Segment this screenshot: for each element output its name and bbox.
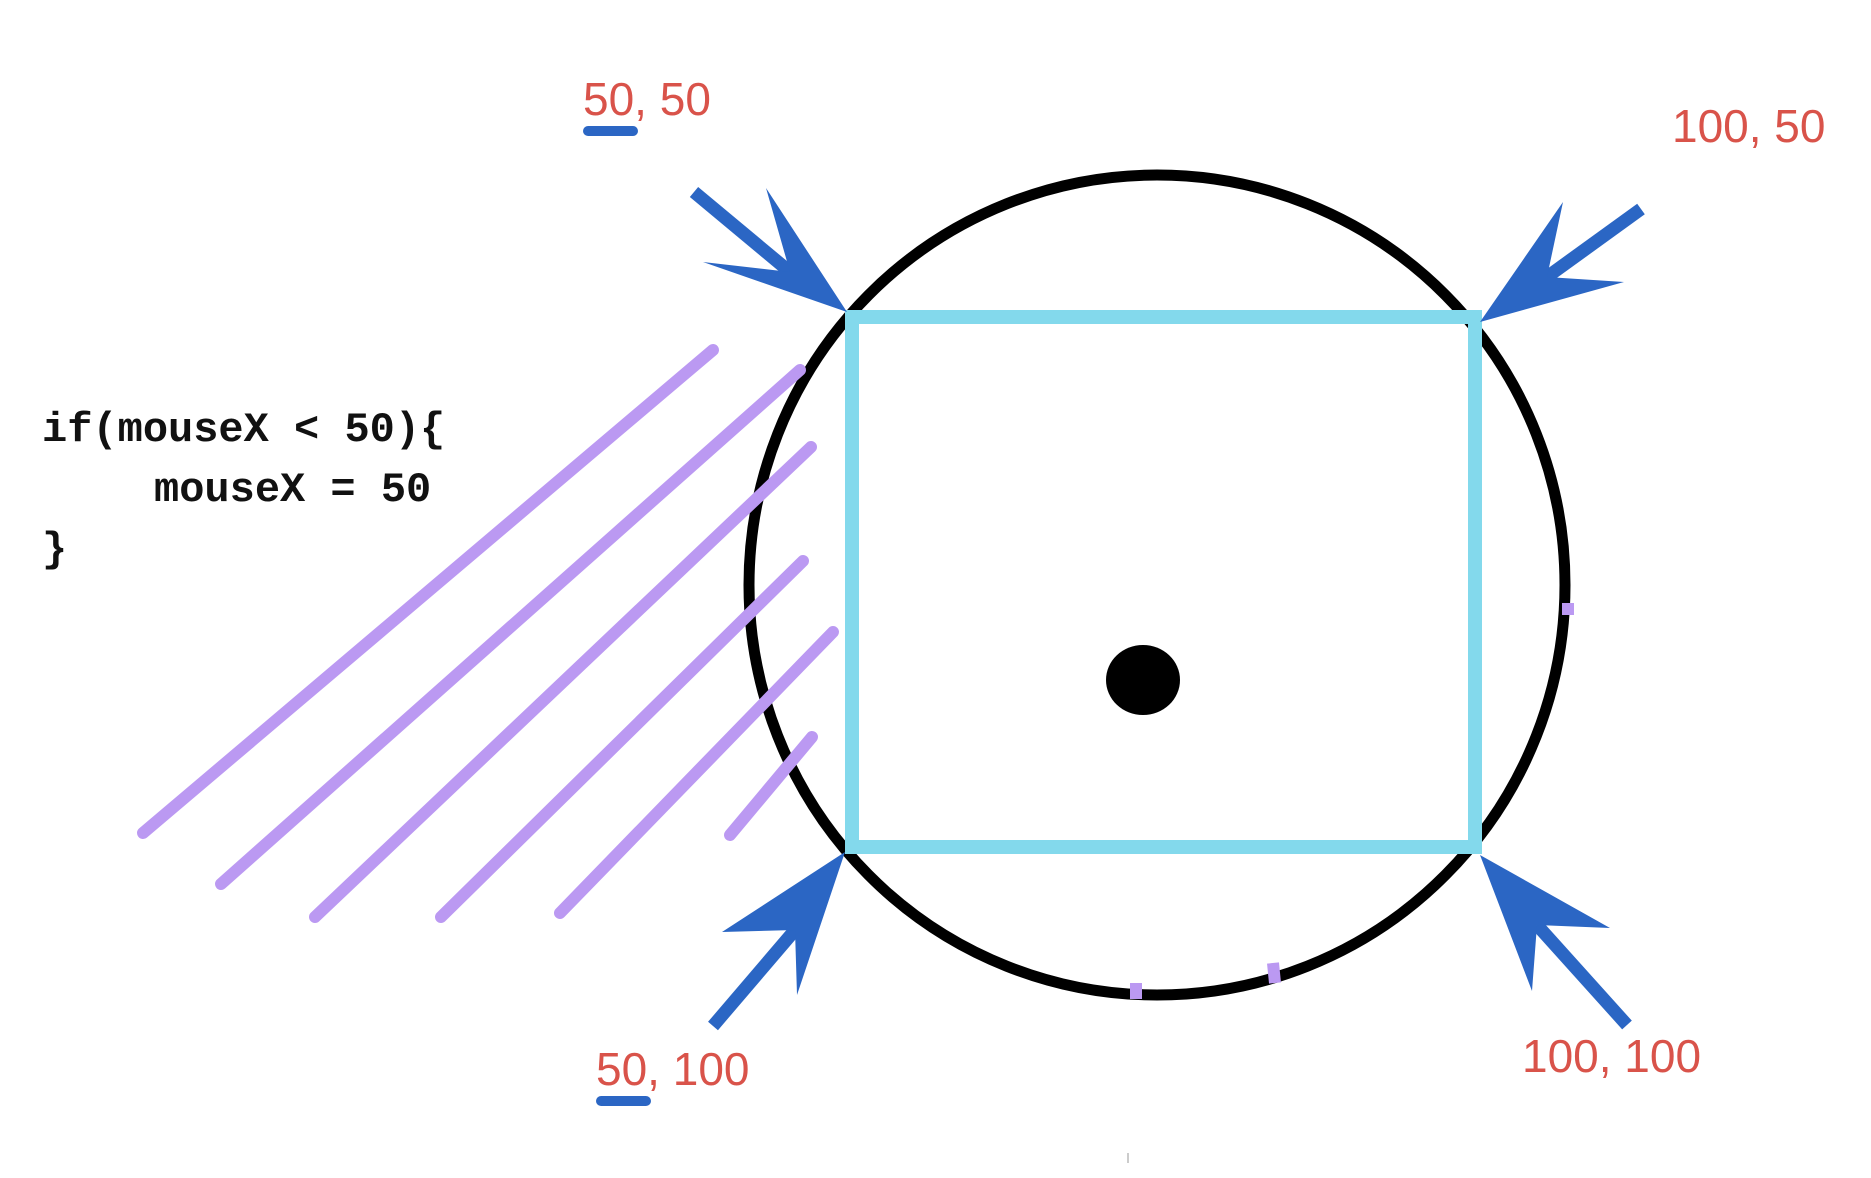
hatch-line [724, 731, 818, 841]
circle-tick-marks [1130, 603, 1574, 999]
arrow-icon [1480, 202, 1645, 322]
hatch-line [309, 441, 817, 923]
corner-arrows [689, 187, 1645, 1031]
label-top-left-x: 50 [583, 76, 639, 136]
arrow-icon [1480, 855, 1632, 1030]
constraint-square [845, 310, 1482, 854]
code-line-1: if(mouseX < 50){ [42, 406, 446, 454]
underline-mark [596, 1096, 652, 1106]
label-bottom-right: 100, 100 [1522, 1030, 1702, 1082]
code-snippet: if(mouseX < 50){ mouseX = 50} [42, 400, 445, 580]
label-bottom-left: 50, 100 [596, 1046, 749, 1106]
label-top-right: 100, 50 [1672, 100, 1826, 152]
hatch-line [554, 626, 839, 919]
underline-mark [583, 126, 639, 136]
hatch-lines [137, 344, 839, 923]
label-top-left: 50, 50 [583, 76, 711, 136]
code-line-2: mouseX = 50 [154, 466, 432, 514]
code-line-3: } [42, 526, 68, 574]
dot-icon [1106, 645, 1180, 715]
hatch-line [215, 364, 806, 890]
hatch-line [137, 344, 719, 839]
arrow-icon [689, 187, 847, 312]
arrow-icon [708, 852, 845, 1031]
hatch-line [435, 555, 809, 923]
label-bottom-left-x: 50 [596, 1046, 652, 1106]
tick-mark [1267, 962, 1281, 984]
outer-circle [743, 169, 1571, 1001]
